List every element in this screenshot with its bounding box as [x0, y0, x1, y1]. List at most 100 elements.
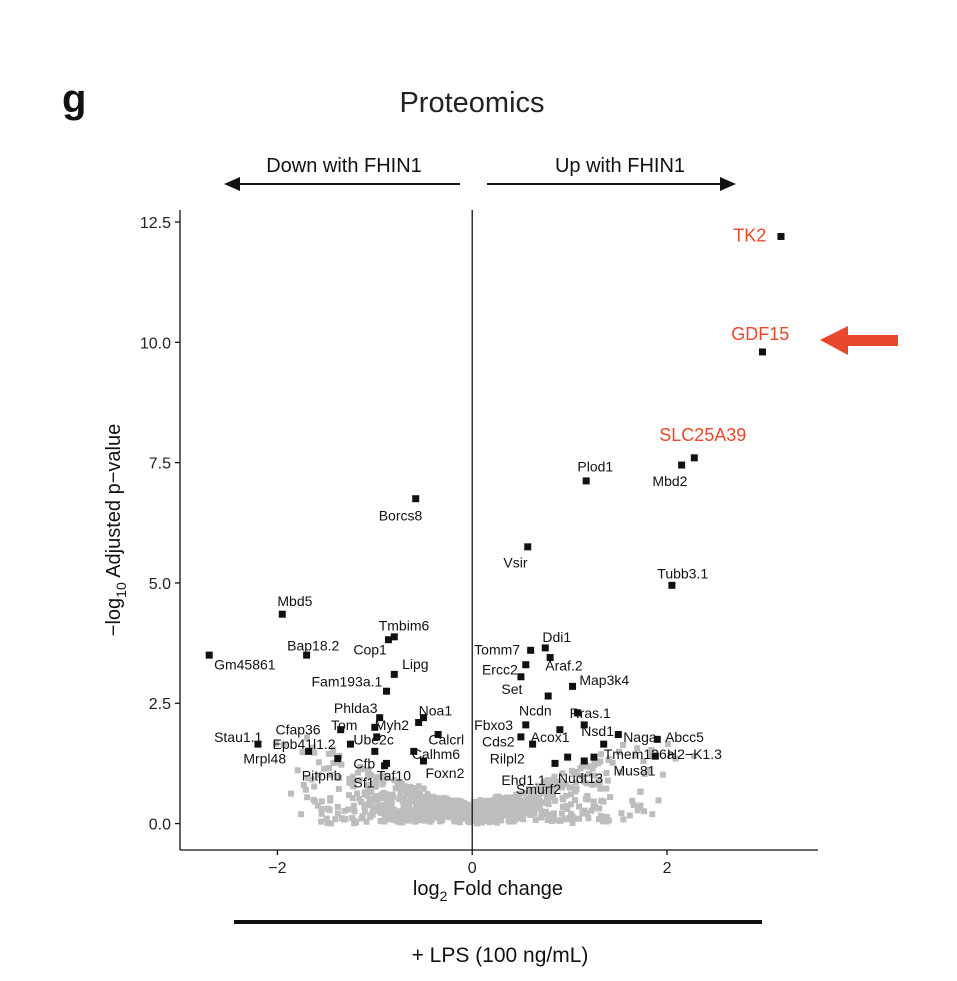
- background-point: [535, 792, 542, 799]
- data-point: [569, 682, 577, 690]
- background-point: [435, 808, 442, 815]
- background-point: [437, 818, 444, 825]
- background-point: [637, 788, 644, 795]
- background-point: [396, 795, 403, 802]
- background-point: [604, 777, 611, 784]
- background-point: [419, 796, 426, 803]
- background-point: [412, 796, 419, 803]
- data-point: [420, 714, 428, 722]
- point-label: SLC25A39: [659, 425, 746, 445]
- background-point: [408, 815, 415, 822]
- background-point: [385, 816, 392, 823]
- background-point: [561, 816, 568, 823]
- background-point: [390, 811, 397, 818]
- background-point: [646, 766, 653, 773]
- background-point: [536, 797, 543, 804]
- background-point: [364, 801, 371, 808]
- point-label: Ube2c: [353, 731, 393, 747]
- background-point: [315, 759, 322, 766]
- y-tick-label: 12.5: [140, 215, 171, 232]
- background-point: [369, 810, 376, 817]
- point-label: Tmem126a: [604, 746, 675, 762]
- background-point: [374, 796, 381, 803]
- background-point: [346, 775, 353, 782]
- background-point: [618, 810, 625, 817]
- data-point: [573, 709, 581, 717]
- background-point: [434, 798, 441, 805]
- background-point: [378, 795, 385, 802]
- background-point: [435, 812, 442, 819]
- highlight-arrow-icon: [820, 326, 898, 355]
- data-point: [278, 610, 286, 618]
- data-point: [371, 723, 379, 731]
- background-point: [423, 797, 430, 804]
- point-label: Cds2: [482, 734, 515, 750]
- background-point: [327, 797, 334, 804]
- point-label: Ddi1: [542, 629, 571, 645]
- background-point: [363, 818, 370, 825]
- point-label: Abcc5: [665, 729, 704, 745]
- background-point: [414, 790, 421, 797]
- background-point: [356, 795, 363, 802]
- background-point: [575, 803, 582, 810]
- chart-title: Proteomics: [399, 87, 544, 119]
- background-point: [367, 814, 374, 821]
- background-point: [513, 804, 520, 811]
- background-point: [415, 783, 422, 790]
- x-axis-label: log2 Fold change: [413, 878, 563, 904]
- background-point: [512, 807, 519, 814]
- background-point: [517, 797, 524, 804]
- background-point: [606, 756, 613, 763]
- background-point: [486, 819, 493, 826]
- background-point: [630, 801, 637, 808]
- background-point: [408, 806, 415, 813]
- data-point: [777, 232, 785, 240]
- background-point: [431, 809, 438, 816]
- background-point: [437, 797, 444, 804]
- background-point: [439, 811, 446, 818]
- data-point: [668, 581, 676, 589]
- background-point: [440, 799, 447, 806]
- background-point: [400, 814, 407, 821]
- background-point: [325, 750, 332, 757]
- background-point: [413, 812, 420, 819]
- point-label: Stau1.1: [214, 729, 262, 745]
- background-point: [294, 767, 301, 774]
- background-point: [361, 791, 368, 798]
- background-point: [349, 795, 356, 802]
- background-point: [502, 811, 509, 818]
- background-point: [314, 802, 321, 809]
- background-point: [585, 770, 592, 777]
- background-point: [648, 747, 655, 754]
- background-point: [527, 788, 534, 795]
- point-label: Rilpl2: [490, 751, 525, 767]
- background-point: [492, 797, 499, 804]
- background-point: [473, 819, 480, 826]
- background-point: [373, 804, 380, 811]
- point-label: Smurf2: [516, 781, 561, 797]
- background-point: [402, 799, 409, 806]
- background-point: [334, 810, 341, 817]
- background-point: [557, 817, 564, 824]
- background-point: [537, 788, 544, 795]
- point-label: Foxn2: [425, 765, 464, 781]
- background-point: [509, 804, 516, 811]
- background-point: [330, 759, 337, 766]
- background-point: [603, 770, 610, 777]
- background-point: [480, 798, 487, 805]
- background-point: [336, 774, 343, 781]
- background-point: [524, 809, 531, 816]
- background-point: [388, 801, 395, 808]
- x-tick-label: 2: [663, 860, 672, 877]
- background-point: [318, 810, 325, 817]
- background-point: [599, 818, 606, 825]
- background-point: [573, 770, 580, 777]
- point-label: Fam193a.1: [311, 674, 382, 690]
- background-point: [365, 770, 372, 777]
- data-point: [371, 747, 379, 755]
- background-point: [318, 798, 325, 805]
- background-point: [629, 797, 636, 804]
- background-point: [545, 801, 552, 808]
- data-point: [384, 636, 392, 644]
- point-label: Ehd1.1: [501, 772, 546, 788]
